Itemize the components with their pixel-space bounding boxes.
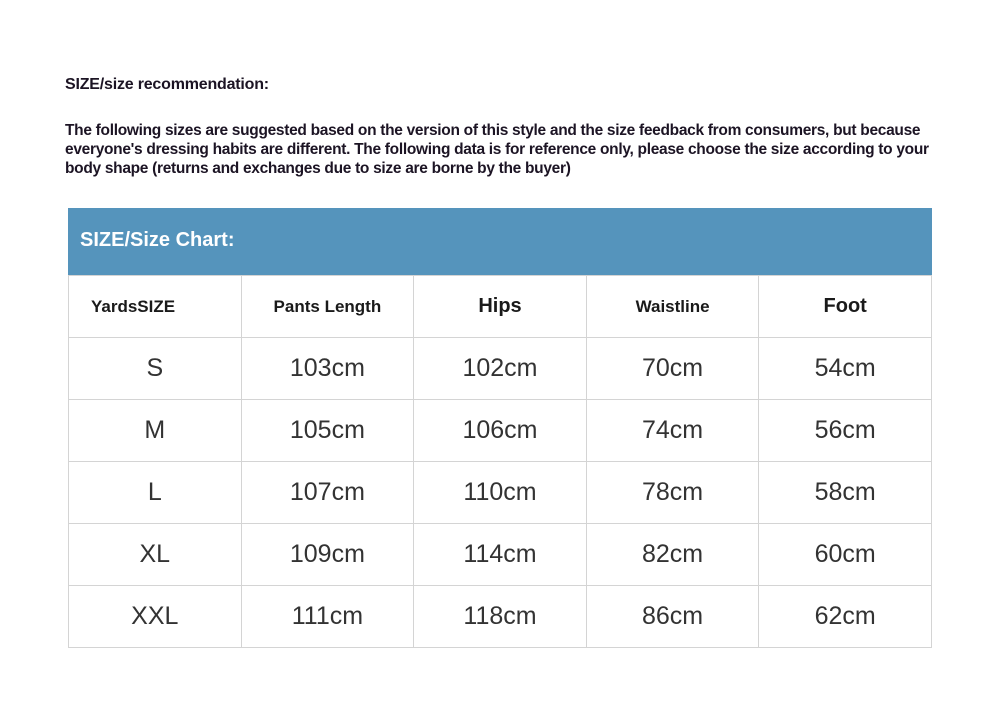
size-cell: S [68,337,242,400]
measurement-cell: 60cm [758,523,932,586]
measurement-cell: 106cm [413,399,587,462]
measurement-cell: 56cm [758,399,932,462]
measurement-cell: 118cm [413,585,587,648]
measurement-cell: 58cm [758,461,932,524]
measurement-cell: 107cm [240,461,415,524]
recommendation-title: SIZE/size recommendation: [65,76,269,93]
measurement-cell: 78cm [585,461,760,524]
size-chart: SIZE/Size Chart: YardsSIZE Pants Length … [68,208,932,648]
table-row: M 105cm 106cm 74cm 56cm [68,399,932,462]
table-row: XL 109cm 114cm 82cm 60cm [68,523,932,586]
measurement-cell: 109cm [240,523,415,586]
size-cell: XXL [68,585,242,648]
table-row: L 107cm 110cm 78cm 58cm [68,461,932,524]
size-chart-title: SIZE/Size Chart: [68,208,932,275]
measurement-cell: 82cm [585,523,760,586]
measurement-cell: 86cm [585,585,760,648]
recommendation-text: The following sizes are suggested based … [65,122,929,177]
measurement-cell: 70cm [585,337,760,400]
measurement-cell: 54cm [758,337,932,400]
measurement-cell: 103cm [240,337,415,400]
column-header: Hips [413,275,587,338]
column-header: Waistline [585,275,760,338]
measurement-cell: 105cm [240,399,415,462]
column-header: Foot [758,275,932,338]
table-header-row: YardsSIZE Pants Length Hips Waistline Fo… [68,275,932,338]
measurement-cell: 111cm [240,585,415,648]
measurement-cell: 62cm [758,585,932,648]
table-row: S 103cm 102cm 70cm 54cm [68,337,932,400]
table-row: XXL 111cm 118cm 86cm 62cm [68,585,932,648]
size-table: YardsSIZE Pants Length Hips Waistline Fo… [68,275,932,648]
size-cell: M [68,399,242,462]
column-header: YardsSIZE [68,275,242,338]
measurement-cell: 110cm [413,461,587,524]
measurement-cell: 102cm [413,337,587,400]
size-cell: L [68,461,242,524]
measurement-cell: 114cm [413,523,587,586]
size-cell: XL [68,523,242,586]
column-header: Pants Length [240,275,415,338]
measurement-cell: 74cm [585,399,760,462]
